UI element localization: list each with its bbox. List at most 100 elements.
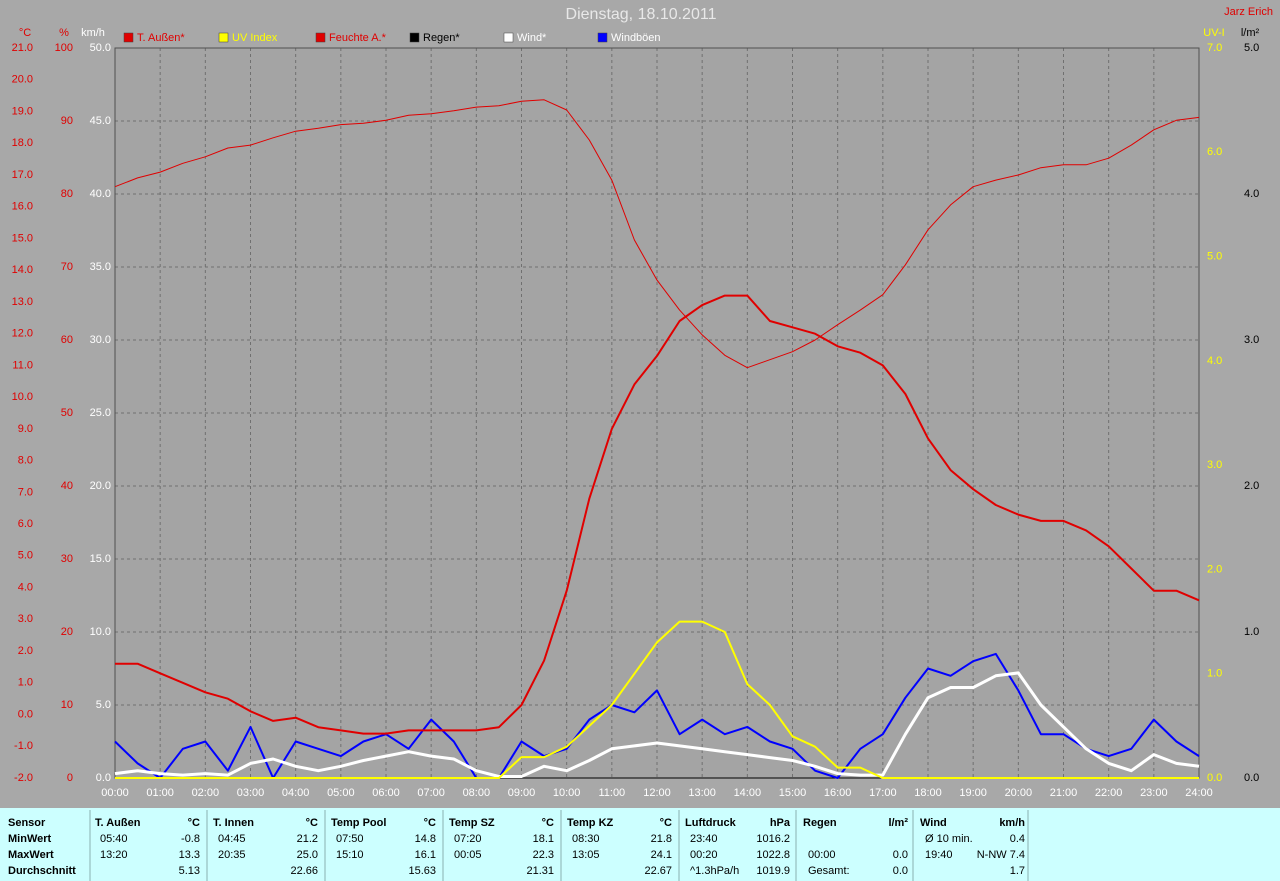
block-title: Temp SZ	[449, 817, 495, 829]
cell-value: -0.8	[181, 833, 200, 845]
row-label: MinWert	[8, 833, 52, 845]
y-tick-label: 16.0	[12, 201, 33, 213]
cell-value: 1.7	[1010, 865, 1025, 877]
author: Jarz Erich	[1224, 6, 1273, 18]
y-tick-label: 20	[61, 626, 73, 638]
legend-swatch	[123, 32, 134, 43]
cell-value: 5.13	[179, 865, 200, 877]
cell-time: 08:30	[572, 833, 600, 845]
chart-title: Dienstag, 18.10.2011	[566, 6, 717, 23]
cell-time: 15:10	[336, 849, 364, 861]
y-tick-label: 6.0	[18, 518, 33, 530]
cell-time: 00:05	[454, 849, 482, 861]
x-tick-label: 19:00	[959, 787, 987, 799]
block-unit: km/h	[999, 817, 1025, 829]
cell-value: 15.63	[408, 865, 436, 877]
block-unit: °C	[542, 817, 554, 829]
y-tick-label: 5.0	[1207, 250, 1222, 262]
x-tick-label: 20:00	[1005, 787, 1033, 799]
x-tick-label: 06:00	[372, 787, 400, 799]
y-tick-label: 0	[67, 772, 73, 784]
cell-value: 1022.8	[756, 849, 790, 861]
x-tick-label: 17:00	[869, 787, 897, 799]
x-tick-label: 07:00	[417, 787, 445, 799]
axis-title: °C	[19, 27, 31, 39]
legend-label: T. Außen*	[137, 32, 185, 44]
cell-value: 16.1	[415, 849, 436, 861]
y-tick-label: 40	[61, 480, 73, 492]
cell-time: 19:40	[925, 849, 953, 861]
series-line	[114, 652, 1200, 779]
y-tick-label: 10.0	[12, 391, 33, 403]
row-label: MaxWert	[8, 849, 54, 861]
y-tick-label: 8.0	[18, 455, 33, 467]
x-tick-label: 04:00	[282, 787, 310, 799]
legend-label: Wind*	[517, 32, 547, 44]
series-line	[114, 99, 1200, 369]
x-tick-label: 24:00	[1185, 787, 1213, 799]
cell-value: 24.1	[651, 849, 672, 861]
y-tick-label: 2.0	[1207, 563, 1222, 575]
cell-value: N-NW 7.4	[977, 849, 1025, 861]
y-tick-label: 18.0	[12, 137, 33, 149]
y-tick-label: 4.0	[1207, 355, 1222, 367]
legend-swatch	[218, 32, 229, 43]
cell-time: ^1.3hPa/h	[690, 865, 739, 877]
block-unit: °C	[424, 817, 436, 829]
block-title: Temp Pool	[331, 817, 386, 829]
cell-value: 25.0	[297, 849, 318, 861]
x-tick-label: 09:00	[508, 787, 536, 799]
x-tick-label: 05:00	[327, 787, 355, 799]
y-tick-label: 4.0	[1244, 188, 1259, 200]
block-title: T. Innen	[213, 817, 254, 829]
y-tick-label: 5.0	[96, 699, 111, 711]
y-tick-label: 6.0	[1207, 146, 1222, 158]
cell-value: 0.4	[1010, 833, 1025, 845]
block-unit: °C	[660, 817, 672, 829]
cell-value: 21.8	[651, 833, 672, 845]
y-tick-label: 17.0	[12, 169, 33, 181]
cell-time: 13:20	[100, 849, 128, 861]
block-title: Wind	[920, 817, 947, 829]
block-unit: hPa	[770, 817, 791, 829]
x-tick-label: 10:00	[553, 787, 581, 799]
cell-time: 00:00	[808, 849, 836, 861]
cell-time: 13:05	[572, 849, 600, 861]
cell-value: 21.2	[297, 833, 318, 845]
cell-value: 22.66	[290, 865, 318, 877]
y-tick-label: 10.0	[90, 626, 111, 638]
cell-value: 1016.2	[756, 833, 790, 845]
y-tick-label: 70	[61, 261, 73, 273]
y-tick-label: 7.0	[18, 486, 33, 498]
x-tick-label: 08:00	[463, 787, 491, 799]
legend-label: Windböen	[611, 32, 661, 44]
y-tick-label: 80	[61, 188, 73, 200]
y-tick-label: 60	[61, 334, 73, 346]
cell-value: 0.0	[893, 865, 908, 877]
cell-time: Gesamt:	[808, 865, 850, 877]
y-tick-label: 5.0	[18, 550, 33, 562]
y-tick-label: 40.0	[90, 188, 111, 200]
x-tick-label: 23:00	[1140, 787, 1168, 799]
legend-swatch	[315, 32, 326, 43]
block-title: T. Außen	[95, 817, 141, 829]
x-tick-label: 21:00	[1050, 787, 1078, 799]
axis-title: km/h	[81, 27, 105, 39]
cell-value: 22.3	[533, 849, 554, 861]
y-tick-label: 0.0	[18, 708, 33, 720]
table: Sensor MinWert MaxWert Durchschnitt T. Außen…	[8, 810, 1029, 881]
y-tick-label: 7.0	[1207, 42, 1222, 54]
y-tick-label: 2.0	[18, 645, 33, 657]
y-tick-label: -1.0	[14, 740, 33, 752]
cell-time: 05:40	[100, 833, 128, 845]
y-tick-label: 10	[61, 699, 73, 711]
y-tick-label: 3.0	[1244, 334, 1259, 346]
y-tick-label: 15.0	[12, 232, 33, 244]
cell-value: 22.67	[644, 865, 672, 877]
legend-label: Regen*	[423, 32, 460, 44]
block-unit: °C	[188, 817, 200, 829]
y-tick-label: 13.0	[12, 296, 33, 308]
x-tick-label: 01:00	[146, 787, 174, 799]
legend-swatch	[503, 32, 514, 43]
